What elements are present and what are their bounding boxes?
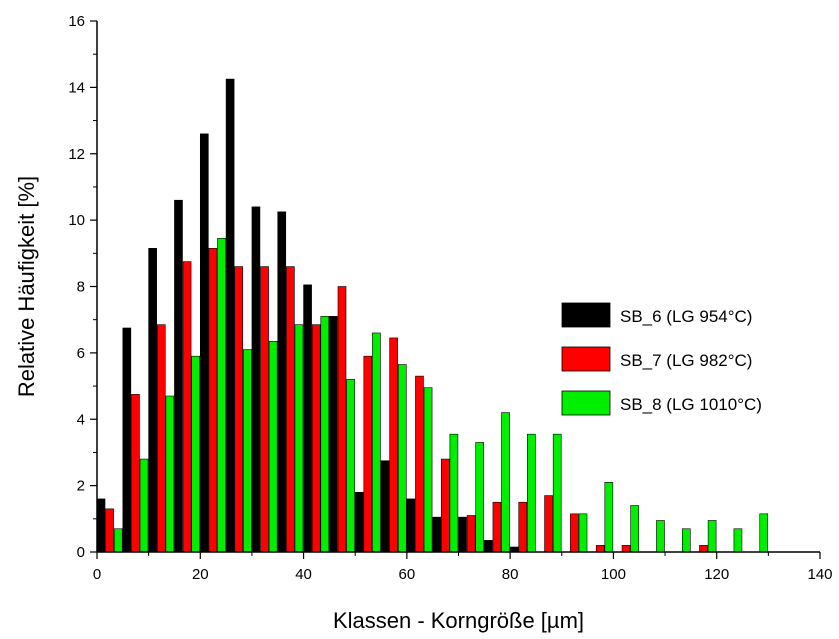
bar-series-2-class-55 bbox=[397, 364, 407, 553]
bar-series-0-class-30 bbox=[251, 206, 261, 553]
x-tick-label: 20 bbox=[192, 566, 209, 583]
legend-label: SB_6 (LG 954°C) bbox=[620, 307, 752, 326]
x-ticks: 0 20 40 60 80 100 120 140 bbox=[93, 552, 833, 583]
bar-series-2-class-10 bbox=[165, 395, 175, 553]
bar-series-2-class-75 bbox=[501, 412, 510, 553]
bar-series-0-class-50 bbox=[354, 491, 364, 553]
bar-series-1-class-75 bbox=[492, 501, 502, 553]
bar-series-0-class-65 bbox=[432, 516, 441, 553]
bars-layer bbox=[96, 78, 769, 553]
bar-series-1-class-35 bbox=[286, 266, 295, 553]
bar-series-2-class-30 bbox=[268, 340, 278, 553]
y-tick-label: 8 bbox=[77, 279, 85, 296]
bar-series-0-class-75 bbox=[484, 540, 493, 553]
x-tick-label: 80 bbox=[502, 566, 519, 583]
bar-series-2-class-25 bbox=[243, 349, 252, 553]
bar-series-1-class-15 bbox=[182, 261, 192, 553]
legend: SB_6 (LG 954°C) SB_7 (LG 982°C) SB_8 (LG 1… bbox=[561, 302, 762, 416]
bar-series-1-class-80 bbox=[518, 501, 528, 553]
bar-series-1-class-100 bbox=[621, 545, 631, 553]
bar-series-2-class-80 bbox=[527, 433, 536, 553]
y-tick-label: 12 bbox=[68, 146, 85, 163]
y-tick-label: 6 bbox=[77, 345, 85, 362]
bar-series-2-class-15 bbox=[191, 355, 200, 553]
bar-series-1-class-30 bbox=[260, 266, 269, 553]
bar-series-0-class-70 bbox=[458, 516, 467, 553]
x-axis-title: Klassen - Korngröße [µm] bbox=[333, 608, 584, 633]
y-ticks: 0 2 4 6 8 10 12 14 16 bbox=[68, 13, 97, 561]
x-tick-label: 100 bbox=[601, 566, 626, 583]
bar-series-2-class-50 bbox=[372, 332, 381, 553]
bar-series-0-class-0 bbox=[96, 498, 106, 553]
x-tick-label: 60 bbox=[399, 566, 416, 583]
bar-series-2-class-60 bbox=[423, 387, 433, 553]
bar-series-0-class-60 bbox=[406, 498, 416, 553]
bar-series-1-class-40 bbox=[311, 324, 321, 553]
bar-series-2-class-125 bbox=[759, 513, 769, 553]
legend-swatch bbox=[561, 390, 611, 416]
bar-series-2-class-70 bbox=[475, 442, 485, 553]
bar-series-2-class-95 bbox=[604, 482, 614, 553]
bar-series-2-class-120 bbox=[733, 528, 743, 553]
y-tick-label: 10 bbox=[68, 212, 85, 229]
bar-series-2-class-85 bbox=[552, 433, 562, 553]
bar-series-1-class-95 bbox=[595, 545, 605, 553]
bar-series-2-class-35 bbox=[294, 324, 304, 553]
bar-series-1-class-0 bbox=[105, 508, 114, 553]
x-tick-label: 120 bbox=[704, 566, 729, 583]
bar-series-0-class-45 bbox=[329, 316, 338, 553]
y-tick-label: 2 bbox=[77, 478, 85, 495]
bar-series-0-class-40 bbox=[303, 284, 312, 553]
bar-series-1-class-65 bbox=[440, 458, 450, 553]
y-tick-label: 0 bbox=[77, 544, 85, 561]
bar-series-2-class-40 bbox=[320, 316, 330, 553]
bar-series-2-class-45 bbox=[346, 379, 355, 553]
x-tick-label: 40 bbox=[295, 566, 312, 583]
bar-series-1-class-10 bbox=[156, 324, 166, 553]
bar-series-2-class-110 bbox=[681, 528, 691, 553]
bar-series-2-class-0 bbox=[113, 528, 123, 553]
y-tick-label: 14 bbox=[68, 79, 85, 96]
bar-series-1-class-25 bbox=[234, 266, 244, 553]
bar-series-1-class-20 bbox=[208, 248, 218, 553]
bar-series-2-class-100 bbox=[630, 505, 639, 553]
bar-series-1-class-70 bbox=[466, 515, 476, 553]
bar-series-0-class-5 bbox=[122, 327, 132, 553]
bar-series-0-class-10 bbox=[148, 248, 157, 553]
bar-series-1-class-85 bbox=[544, 495, 553, 553]
legend-swatch bbox=[561, 302, 611, 328]
bar-series-2-class-90 bbox=[578, 513, 588, 553]
bar-series-1-class-50 bbox=[363, 355, 373, 553]
bar-series-0-class-15 bbox=[174, 199, 183, 553]
y-tick-label: 4 bbox=[77, 411, 85, 428]
legend-label: SB_8 (LG 1010°C) bbox=[620, 395, 762, 414]
x-tick-label: 0 bbox=[93, 566, 101, 583]
y-axis-title: Relative Häufigkeit [%] bbox=[14, 176, 39, 397]
bar-series-1-class-60 bbox=[415, 375, 424, 553]
bar-series-2-class-105 bbox=[656, 520, 665, 553]
bar-series-1-class-90 bbox=[570, 513, 579, 553]
bar-series-0-class-35 bbox=[277, 211, 287, 553]
x-tick-label: 140 bbox=[807, 566, 832, 583]
bar-series-1-class-5 bbox=[131, 394, 140, 553]
bar-series-2-class-20 bbox=[217, 238, 226, 553]
bar-series-2-class-65 bbox=[449, 433, 459, 553]
bar-series-0-class-25 bbox=[225, 78, 235, 553]
y-tick-label: 16 bbox=[68, 13, 85, 30]
bar-series-0-class-55 bbox=[380, 460, 390, 553]
legend-swatch bbox=[561, 346, 611, 372]
bar-series-2-class-5 bbox=[139, 458, 149, 553]
bar-series-0-class-20 bbox=[199, 133, 209, 553]
bar-series-1-class-45 bbox=[337, 286, 347, 553]
legend-label: SB_7 (LG 982°C) bbox=[620, 351, 752, 370]
bar-series-1-class-55 bbox=[389, 337, 398, 553]
bar-series-1-class-115 bbox=[699, 545, 708, 553]
bar-series-2-class-115 bbox=[707, 520, 717, 553]
